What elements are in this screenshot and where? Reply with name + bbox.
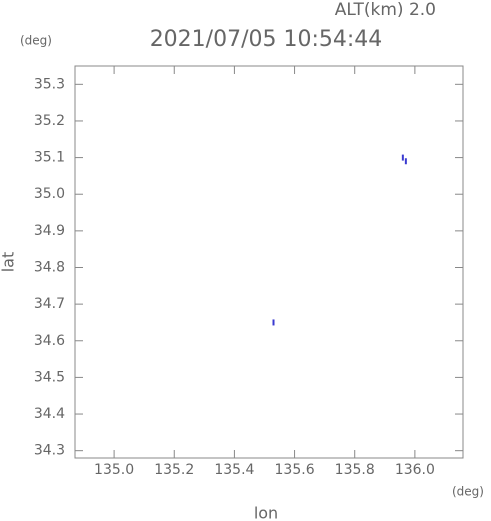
x-tick-label: 135.8 [335, 462, 375, 478]
x-axis-label: lon [254, 504, 278, 521]
y-tick-label: 34.7 [34, 296, 65, 312]
y-tick-label: 35.3 [34, 76, 65, 92]
plot-frame [74, 65, 464, 459]
x-tick-label: 135.2 [154, 462, 194, 478]
y-tick-label: 34.6 [34, 333, 65, 349]
point [404, 158, 407, 165]
y-tick-label: 35.2 [34, 113, 65, 129]
x-tick-label: 136.0 [395, 462, 435, 478]
chart-title: 2021/07/05 10:54:44 [150, 27, 383, 52]
x-tick-label: 135.4 [214, 462, 254, 478]
point [272, 319, 275, 326]
y-tick-label: 35.1 [34, 150, 65, 166]
y-tick-label: 35.0 [34, 186, 65, 202]
x-tick-label: 135.0 [94, 462, 134, 478]
x-unit: (deg) [452, 485, 484, 499]
alt-annotation: ALT(km) 2.0 [335, 0, 436, 20]
y-tick-label: 34.9 [34, 223, 65, 239]
y-unit: (deg) [20, 34, 52, 48]
y-tick-label: 34.8 [34, 259, 65, 275]
y-axis-label: lat [0, 252, 18, 273]
y-tick-label: 34.5 [34, 369, 65, 385]
point [401, 154, 404, 161]
y-tick-label: 34.4 [34, 406, 65, 422]
y-tick-label: 34.3 [34, 443, 65, 459]
x-tick-label: 135.6 [275, 462, 315, 478]
